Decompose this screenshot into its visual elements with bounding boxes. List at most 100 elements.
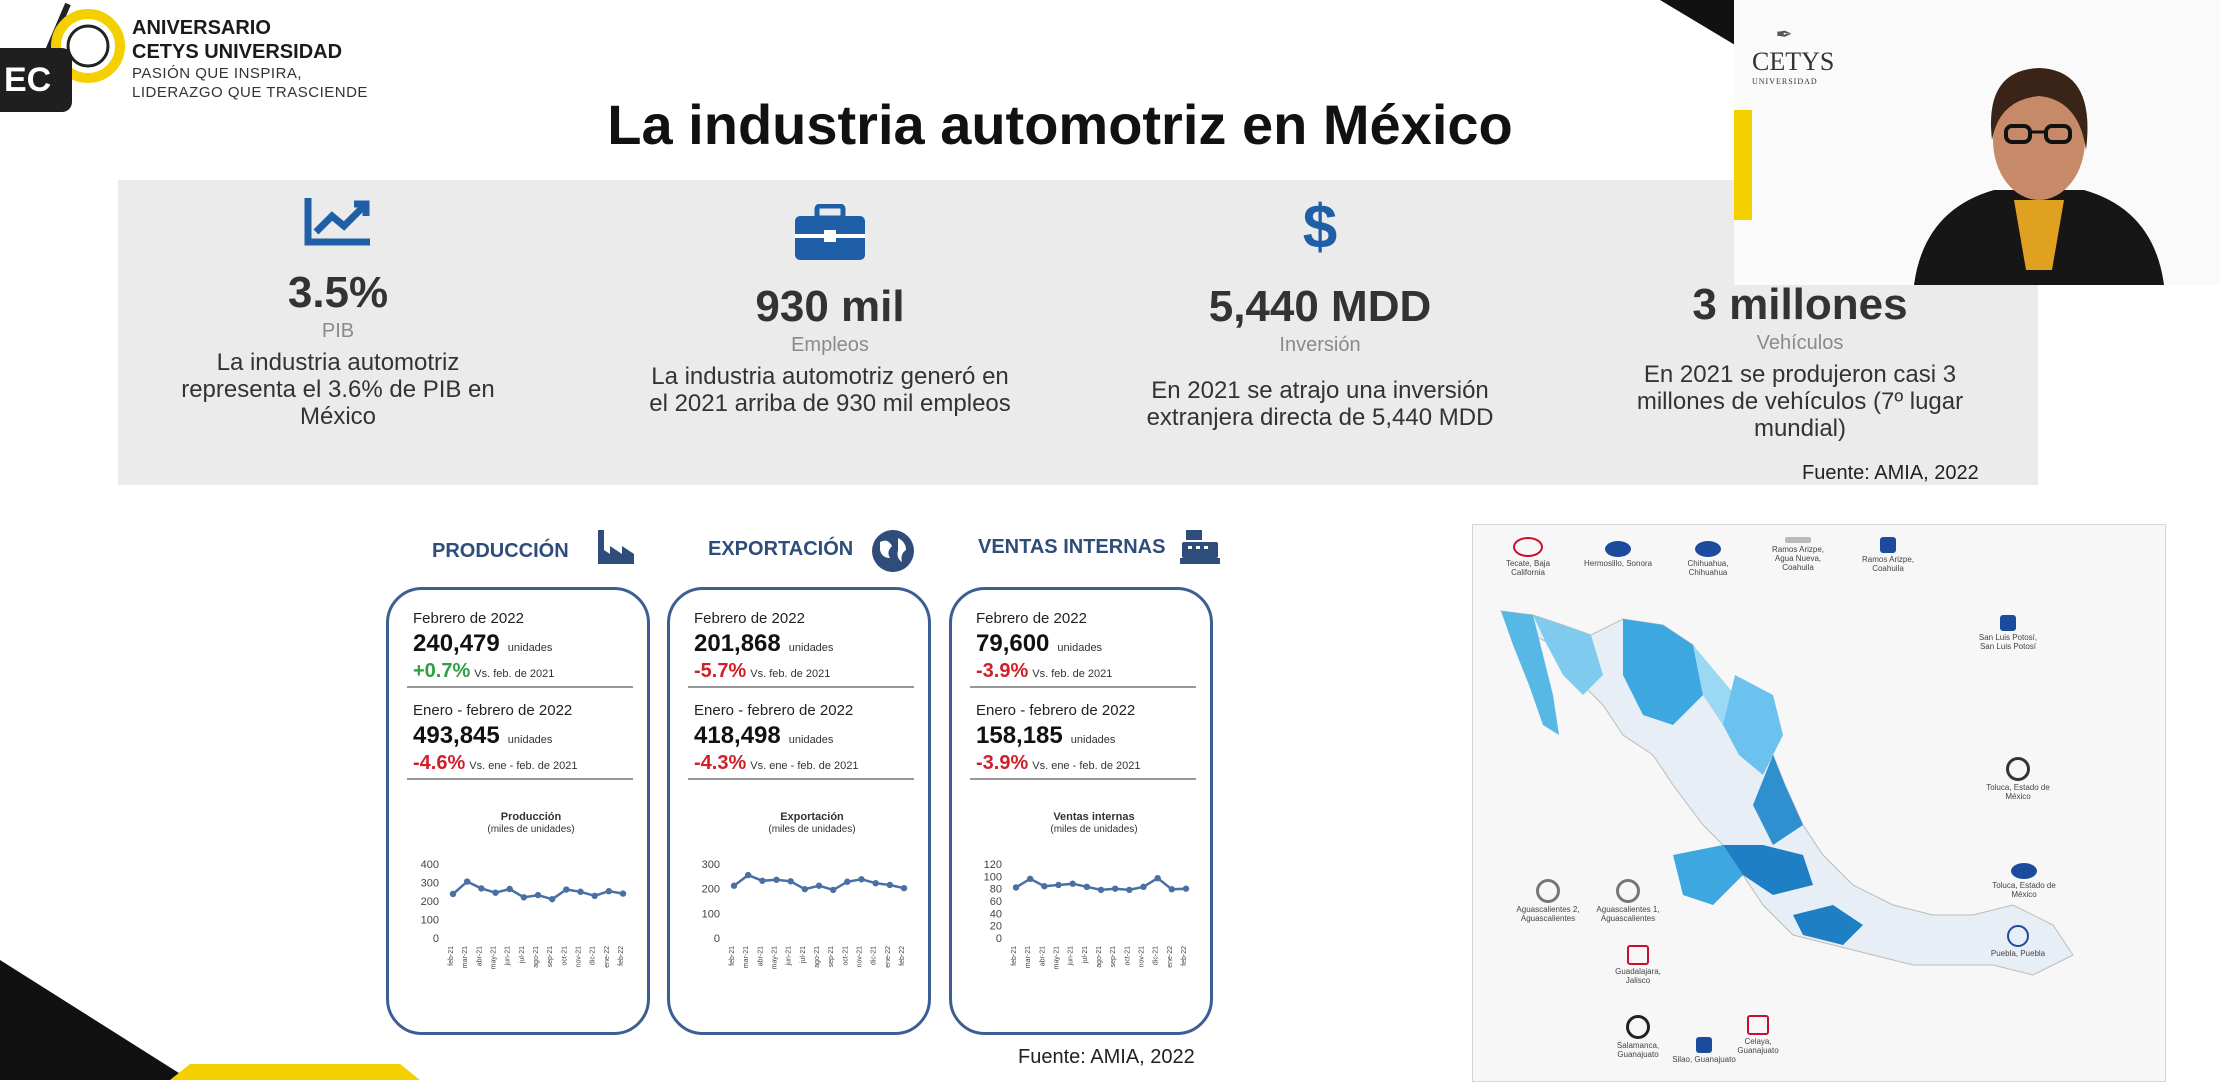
x-tick-label: ago-21 [533,946,540,968]
chart-subtitle: (miles de unidades) [768,824,855,835]
divider [688,778,914,780]
presenter-video [1914,68,2164,285]
stat-inversion: $ 5,440 MDD Inversión En 2021 se atrajo … [1100,194,1540,432]
x-tick-label: feb-21 [729,946,736,966]
data-point [534,891,542,899]
brand-tagline: PASIÓN QUE INSPIRA, LIDERAZGO QUE TRASCI… [132,64,368,102]
mini-line-chart-produccion: Producción(miles de unidades) 0 100 200 300 4… [421,811,627,969]
stat-desc-line: el 2021 arriba de 930 mil empleos [649,390,1011,417]
data-point [619,890,627,897]
x-tick-label: sep-21 [828,946,835,968]
y-tick-label: 80 [990,884,1002,896]
y-tick-label: 0 [996,933,1002,945]
stat-caption: Empleos [791,334,869,356]
x-tick-label: jul-21 [519,946,526,964]
plant-label: Aguascalientes 2, Aguascalientes [1516,905,1580,923]
plant-label: Toluca, Estado de México [1986,783,2050,801]
x-tick-label: may-21 [491,946,498,969]
trend-chart-icon [304,198,370,246]
x-tick-label: oct-21 [842,946,849,966]
data-point [829,886,837,894]
data-point [1154,874,1161,882]
stat-description: La industria automotriz representa el 3.… [128,349,548,430]
x-tick-label: ene-22 [1167,946,1174,968]
unit-label: unidades [507,642,553,654]
chart-subtitle: (miles de unidades) [1050,824,1137,835]
jf-label: Enero - febrero de 2022 [976,702,1136,719]
data-point [1026,875,1034,882]
factory-icon [598,530,634,564]
jf-label: Enero - febrero de 2022 [694,702,854,719]
data-point [1083,883,1091,891]
x-tick-label: sep-21 [1110,946,1117,968]
plant-label: Salamanca, Guanajuato [1616,1041,1660,1059]
slide-title: La industria automotriz en México [607,93,1513,156]
cetys-logo: ✒ CETYS UNIVERSIDAD [1752,22,1834,86]
data-point [449,890,457,898]
x-tick-label: jun-21 [1068,946,1075,967]
panel-heading-produccion: PRODUCCIÓN [432,540,569,562]
jf-value-number: 418,498 [694,722,781,749]
tagline-line-2: LIDERAZGO QUE TRASCIENDE [132,84,368,101]
plant-nissan-ags2: Aguascalientes 2, Aguascalientes [1513,879,1583,923]
cetys-logo-subtext: UNIVERSIDAD [1752,77,1818,86]
plant-ford-hermosillo: Hermosillo, Sonora [1583,541,1653,568]
brand-line-aniversario: ANIVERSARIO [132,17,271,39]
chart-subtitle: (miles de unidades) [487,824,574,835]
x-tick-label: ago-21 [814,946,821,968]
y-tick-label: 120 [984,859,1002,871]
data-point [1126,886,1133,894]
source-note-bottom: Fuente: AMIA, 2022 [1018,1046,1195,1068]
data-point [520,894,528,901]
y-tick-label: 100 [702,908,720,920]
data-point [787,878,794,885]
panel-heading-ventas: VENTAS INTERNAS [978,536,1166,558]
stat-description: La industria automotriz generó en el 202… [590,363,1070,417]
stat-value: 930 mil [755,282,905,331]
stats-band [118,180,2038,485]
stat-desc-line: mundial) [1753,415,1847,442]
data-point [1012,884,1020,891]
stat-value: 3 millones [1692,280,1908,329]
x-tick-label: dic-21 [871,946,878,965]
jf-value: 418,498 unidades [694,722,833,750]
plant-honda-celaya: Celaya, Guanajuato [1723,1015,1793,1055]
nissan-logo-icon [1536,879,1560,903]
plant-label: San Luis Potosí, San Luis Potosí [1978,633,2038,651]
card-exportacion: Febrero de 2022 201,868 unidades -5.7% Vs.… [667,587,931,1035]
x-tick-label: oct-21 [1124,946,1131,966]
plant-ford-toluca: Toluca, Estado de México [1989,863,2059,899]
feb-change: -3.9% Vs. feb. de 2021 [976,660,1112,683]
x-tick-label: ene-22 [885,946,892,968]
data-point [577,888,584,895]
stat-value: 3.5% [287,268,389,317]
data-point [463,878,471,885]
data-point [1111,885,1119,892]
tagline-line-1: PASIÓN QUE INSPIRA, [132,65,303,82]
stat-desc-line: En 2021 se atrajo una inversión [1151,377,1489,404]
x-tick-label: abr-21 [476,946,483,966]
x-tick-label: abr-21 [1039,946,1046,966]
divider [970,778,1196,780]
divider [407,686,633,688]
x-tick-label: jul-21 [1082,946,1089,964]
data-point [844,878,851,885]
plant-label: Aguascalientes 1, Aguascalientes [1596,905,1660,923]
jf-change: -4.6% Vs. ene - feb. de 2021 [413,752,578,775]
webcam-overlay: ✒ CETYS UNIVERSIDAD [1734,0,2220,285]
feb-value-number: 201,868 [694,630,781,657]
data-point [858,876,865,883]
globe-icon [872,530,914,572]
plant-label: Toluca, Estado de México [1992,881,2056,899]
x-tick-label: mar-21 [1025,946,1032,968]
feb-change-value: +0.7% [413,660,471,682]
data-point [1168,886,1176,893]
y-tick-label: 100 [421,915,439,927]
plant-label: Tecate, Baja California [1505,559,1551,577]
jf-vs-label: Vs. ene - feb. de 2021 [1032,760,1141,772]
feb-label: Febrero de 2022 [413,610,524,627]
stat-value: 5,440 MDD [1208,282,1432,331]
feb-change: +0.7% Vs. feb. de 2021 [413,660,554,683]
x-tick-label: feb-21 [1011,946,1018,966]
x-tick-label: ene-22 [604,946,611,968]
